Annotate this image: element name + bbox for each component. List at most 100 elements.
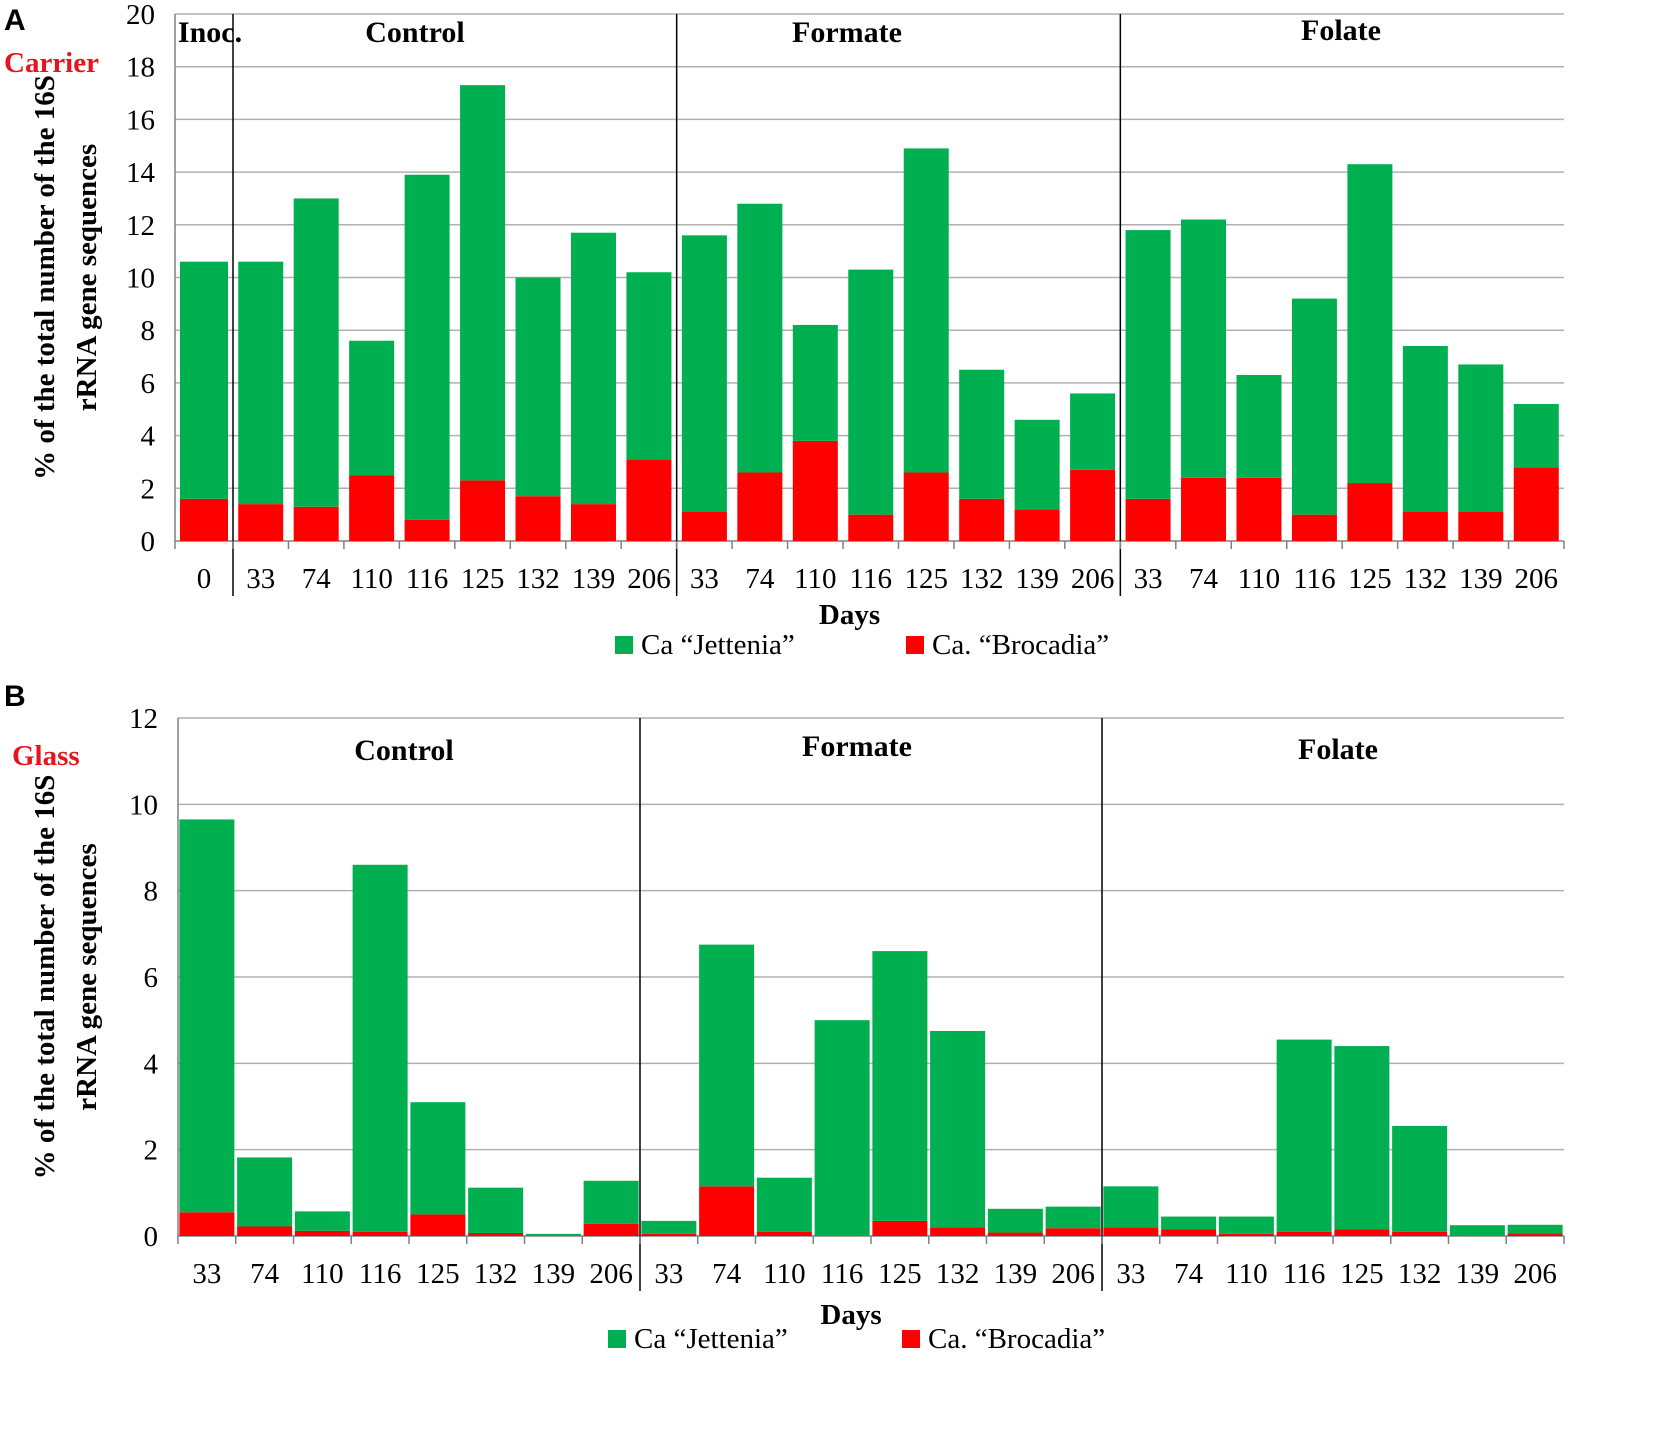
x-tick-label: 132: [516, 563, 560, 595]
x-tick-label: 132: [936, 1258, 980, 1290]
bar-jettenia: [872, 951, 928, 1221]
bar-jettenia: [525, 1233, 581, 1236]
bar-jettenia: [1181, 219, 1227, 478]
bar-jettenia: [848, 269, 894, 515]
bar-jettenia: [180, 261, 228, 499]
bar-brocadia: [641, 1233, 697, 1236]
bar-jettenia: [1218, 1216, 1274, 1234]
x-tick-label: 116: [359, 1258, 401, 1290]
bar-brocadia: [1161, 1229, 1217, 1236]
x-tick-label: 125: [461, 563, 505, 595]
x-tick-label: 33: [1116, 1258, 1145, 1290]
bar-brocadia: [626, 459, 672, 541]
bar-brocadia: [756, 1231, 812, 1236]
bar-jettenia: [930, 1030, 986, 1228]
group-label: Formate: [792, 16, 902, 49]
x-tick-label: 116: [406, 563, 448, 595]
x-tick-label: 125: [1340, 1258, 1384, 1290]
group-label: Control: [354, 734, 453, 767]
legend-swatch-jettenia: [608, 1330, 626, 1348]
bar-jettenia: [1334, 1046, 1390, 1230]
bar-brocadia: [1125, 498, 1171, 541]
bar-jettenia: [987, 1208, 1043, 1233]
bar-brocadia: [293, 506, 339, 541]
bar-jettenia: [238, 261, 284, 505]
y-tick-label: 12: [126, 210, 155, 242]
bar-jettenia: [515, 277, 561, 497]
x-tick-label: 74: [745, 563, 775, 595]
bar-brocadia: [1014, 509, 1060, 541]
y-tick-label: 8: [144, 876, 159, 908]
bar-jettenia: [737, 203, 783, 473]
bar-brocadia: [737, 472, 783, 541]
group-label: Inoc.: [178, 16, 242, 49]
x-tick-label: 33: [1134, 563, 1163, 595]
y-axis-title-line1: % of the total number of the 16S: [29, 75, 61, 480]
bar-brocadia: [1392, 1231, 1448, 1236]
x-tick-label: 33: [246, 563, 275, 595]
x-tick-label: 125: [416, 1258, 460, 1290]
y-tick-label: 12: [129, 703, 158, 735]
y-axis-title-line2: rRNA gene sequences: [71, 144, 103, 411]
x-tick-label: 139: [572, 563, 616, 595]
bar-jettenia: [641, 1220, 697, 1234]
bar-brocadia: [1402, 512, 1448, 541]
bar-brocadia: [294, 1230, 350, 1236]
bar-jettenia: [1449, 1225, 1505, 1236]
y-tick-label: 10: [126, 263, 155, 295]
bar-brocadia: [1334, 1229, 1390, 1236]
bar-brocadia: [237, 1226, 293, 1236]
bar-jettenia: [293, 198, 339, 507]
x-tick-label: 0: [197, 563, 212, 595]
x-tick-label: 125: [878, 1258, 922, 1290]
x-tick-label: 125: [904, 563, 948, 595]
x-tick-label: 110: [794, 563, 836, 595]
y-tick-label: 8: [141, 315, 156, 347]
legend-label-brocadia: Ca. “Brocadia”: [932, 629, 1109, 661]
x-tick-label: 132: [1404, 563, 1448, 595]
bar-brocadia: [583, 1223, 639, 1236]
x-tick-label: 74: [250, 1258, 280, 1290]
x-tick-label: 33: [654, 1258, 683, 1290]
legend-swatch-jettenia: [615, 636, 633, 654]
bar-jettenia: [404, 174, 450, 520]
x-tick-label: 206: [1051, 1258, 1095, 1290]
bar-jettenia: [681, 235, 727, 513]
bar-jettenia: [1458, 364, 1504, 513]
bar-jettenia: [468, 1187, 524, 1233]
legend-swatch-brocadia: [906, 636, 924, 654]
x-tick-label: 132: [960, 563, 1004, 595]
bar-jettenia: [460, 85, 506, 481]
y-tick-label: 16: [126, 104, 155, 136]
x-tick-label: 139: [1459, 563, 1503, 595]
x-axis-title: Days: [820, 1299, 881, 1331]
bar-jettenia: [699, 944, 755, 1187]
bar-brocadia: [1458, 512, 1504, 541]
bar-brocadia: [1181, 477, 1227, 541]
x-tick-label: 33: [192, 1258, 221, 1290]
group-label: Control: [365, 16, 464, 49]
bar-jettenia: [1276, 1039, 1332, 1232]
x-tick-label: 132: [1398, 1258, 1442, 1290]
bar-brocadia: [570, 504, 616, 541]
bar-brocadia: [681, 512, 727, 541]
bar-jettenia: [1402, 346, 1448, 513]
legend-label-jettenia: Ca “Jettenia”: [641, 629, 795, 661]
bar-brocadia: [872, 1220, 928, 1236]
y-tick-label: 14: [126, 157, 156, 189]
bar-jettenia: [1392, 1125, 1448, 1232]
x-tick-label: 110: [763, 1258, 805, 1290]
bar-brocadia: [404, 519, 450, 541]
bar-brocadia: [179, 1212, 235, 1236]
bar-jettenia: [1161, 1216, 1217, 1230]
x-tick-label: 139: [532, 1258, 576, 1290]
bar-brocadia: [460, 480, 506, 541]
bar-jettenia: [1513, 403, 1559, 468]
bar-jettenia: [903, 148, 949, 473]
bar-brocadia: [792, 440, 838, 541]
x-tick-label: 206: [1515, 563, 1559, 595]
y-axis-title-line2: rRNA gene sequences: [71, 843, 103, 1110]
x-tick-label: 110: [1225, 1258, 1267, 1290]
material-label: Glass: [12, 740, 80, 772]
bar-jettenia: [583, 1180, 639, 1224]
